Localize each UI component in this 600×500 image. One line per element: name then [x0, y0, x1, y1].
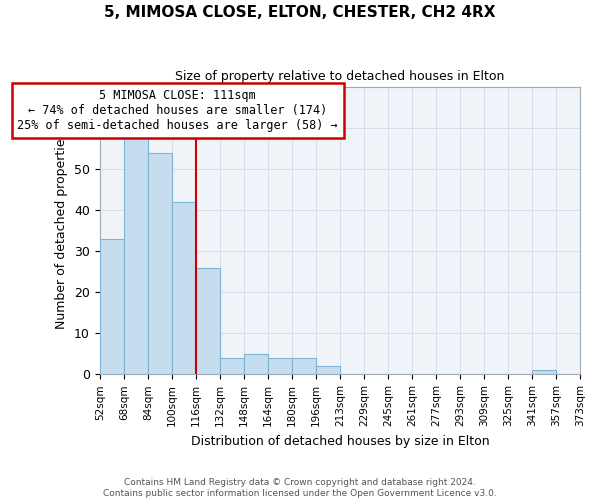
Bar [196, 268, 220, 374]
Bar [292, 358, 316, 374]
Bar [100, 239, 124, 374]
Text: 5, MIMOSA CLOSE, ELTON, CHESTER, CH2 4RX: 5, MIMOSA CLOSE, ELTON, CHESTER, CH2 4RX [104, 5, 496, 20]
Bar [244, 354, 268, 374]
Bar [124, 136, 148, 374]
Y-axis label: Number of detached properties: Number of detached properties [55, 132, 68, 329]
Bar [148, 152, 172, 374]
Bar [220, 358, 244, 374]
Bar [268, 358, 292, 374]
Text: Contains HM Land Registry data © Crown copyright and database right 2024.
Contai: Contains HM Land Registry data © Crown c… [103, 478, 497, 498]
X-axis label: Distribution of detached houses by size in Elton: Distribution of detached houses by size … [191, 434, 489, 448]
Bar [172, 202, 196, 374]
Text: 5 MIMOSA CLOSE: 111sqm
← 74% of detached houses are smaller (174)
25% of semi-de: 5 MIMOSA CLOSE: 111sqm ← 74% of detached… [17, 89, 338, 132]
Bar [316, 366, 340, 374]
Title: Size of property relative to detached houses in Elton: Size of property relative to detached ho… [175, 70, 505, 83]
Bar [532, 370, 556, 374]
